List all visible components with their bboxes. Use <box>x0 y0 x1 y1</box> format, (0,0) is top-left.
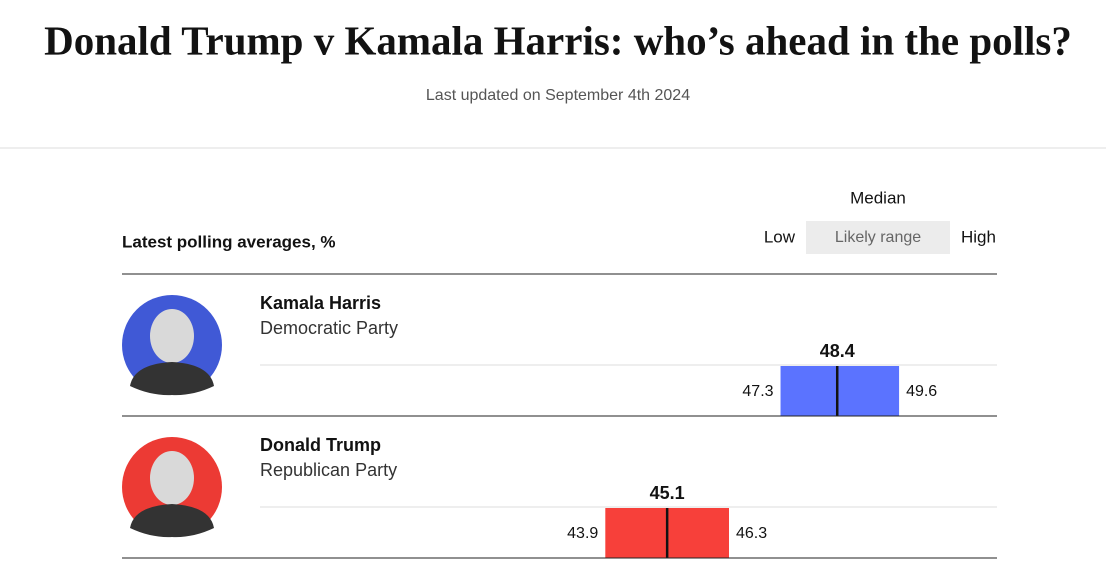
legend-low: Low <box>764 227 796 246</box>
photo-shoulders <box>130 504 214 538</box>
legend-median: Median <box>850 188 906 207</box>
chart-subtitle: Last updated on September 4th 2024 <box>426 87 690 104</box>
range-bar <box>780 366 900 416</box>
low-label: 47.3 <box>742 383 773 400</box>
candidate-party: Republican Party <box>260 460 397 480</box>
chart-title: Donald Trump v Kamala Harris: who’s ahea… <box>44 17 1072 63</box>
high-label: 46.3 <box>736 525 767 542</box>
low-label: 43.9 <box>567 525 598 542</box>
median-label: 48.4 <box>820 341 855 361</box>
candidate-party: Democratic Party <box>260 318 398 338</box>
legend-high: High <box>961 227 996 246</box>
candidate-name: Kamala Harris <box>260 293 381 313</box>
high-label: 49.6 <box>906 383 937 400</box>
photo-shoulders <box>130 362 214 396</box>
legend-range-box <box>806 221 950 254</box>
photo-head <box>150 451 194 505</box>
photo-head <box>150 309 194 363</box>
median-label: 45.1 <box>650 483 685 503</box>
legend-range: Likely range <box>835 229 921 246</box>
chart-label: Latest polling averages, % <box>122 232 336 251</box>
candidate-name: Donald Trump <box>260 435 381 455</box>
